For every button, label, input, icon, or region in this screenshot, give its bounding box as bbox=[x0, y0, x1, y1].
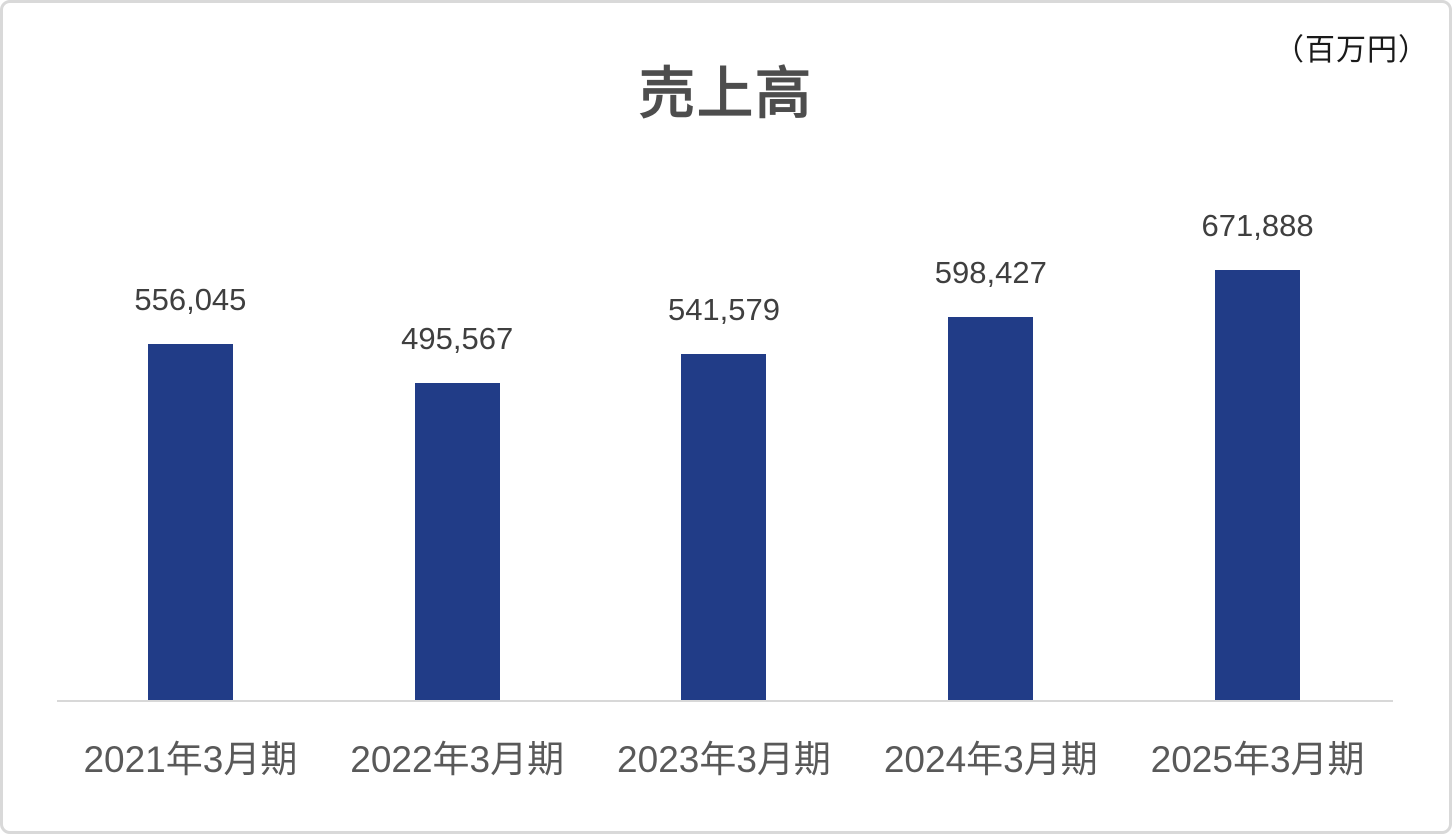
x-axis-tick-label: 2022年3月期 bbox=[350, 739, 565, 780]
bar-value-label: 541,579 bbox=[667, 291, 781, 327]
x-axis-tick-label: 2023年3月期 bbox=[617, 739, 831, 780]
chart-title: 売上高 bbox=[639, 62, 813, 125]
x-axis-tick-label: 2025年3月期 bbox=[1150, 739, 1365, 780]
bar-column: 495,567 bbox=[324, 3, 591, 701]
unit-label: （百万円） bbox=[1274, 34, 1429, 67]
bars-container: 556,045 495,567 541,579 598,427 671,888 bbox=[57, 3, 1391, 701]
bar-column: 541,579 bbox=[591, 3, 858, 701]
x-axis-tick-label: 2024年3月期 bbox=[883, 739, 1098, 780]
bar bbox=[414, 383, 500, 701]
x-axis-tick-label: 2021年3月期 bbox=[83, 739, 298, 780]
bar bbox=[147, 344, 233, 701]
bar-column: 671,888 bbox=[1124, 3, 1391, 701]
bar bbox=[1215, 270, 1301, 701]
bar-value-label: 556,045 bbox=[134, 281, 247, 317]
bar-value-label: 671,888 bbox=[1201, 207, 1314, 243]
bar-value-label: 598,427 bbox=[934, 254, 1047, 290]
bar bbox=[948, 317, 1034, 701]
bar-value-label: 495,567 bbox=[401, 320, 514, 356]
x-axis-labels: 2021年3月期 2022年3月期 2023年3月期 2024年3月期 2025年3月期 bbox=[57, 729, 1391, 783]
plot-area: 556,045 495,567 541,579 598,427 671,888 bbox=[57, 3, 1391, 701]
bar bbox=[681, 354, 767, 701]
bar-column: 598,427 bbox=[857, 3, 1124, 701]
x-axis-line bbox=[57, 700, 1393, 702]
bar-column: 556,045 bbox=[57, 3, 324, 701]
